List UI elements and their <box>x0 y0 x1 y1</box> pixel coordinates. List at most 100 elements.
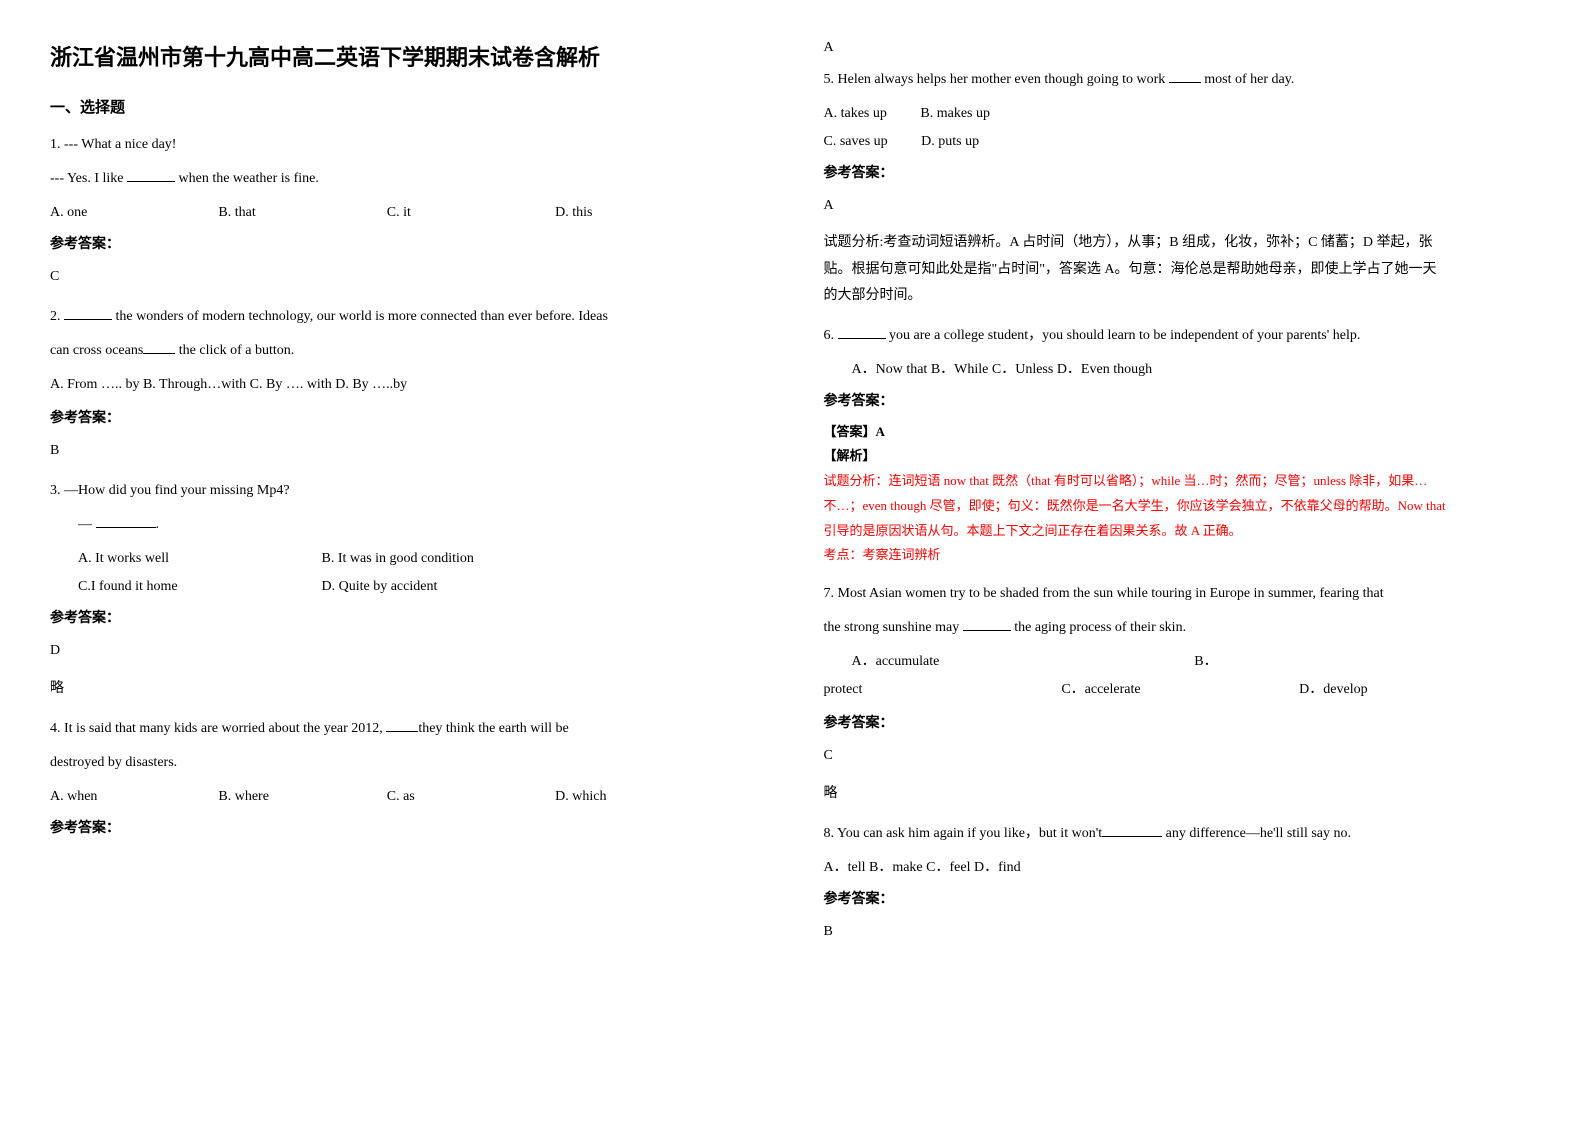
blank <box>64 306 112 320</box>
q5-optD: D. puts up <box>921 134 979 149</box>
q3-optC: C.I found it home <box>78 573 258 601</box>
q1-options: A. one B. that C. it D. this <box>50 199 764 227</box>
q3-line2-post: . <box>156 517 160 532</box>
q5-analysis-l2: 贴。根据句意可知此处是指"占时间"，答案选 A。句意：海伦总是帮助她母亲，即使上… <box>824 257 1538 284</box>
q2-line1-pre: 2. <box>50 309 64 324</box>
answer-label: 参考答案： <box>50 815 764 843</box>
q4-line1-post: they think the earth will be <box>418 721 568 736</box>
q1-optB: B. that <box>218 199 386 227</box>
q8-options: A．tell B．make C．feel D．find <box>824 854 1538 882</box>
q1-line2-post: when the weather is fine. <box>175 171 319 186</box>
blank <box>963 617 1011 631</box>
q8-answer: B <box>824 918 1538 946</box>
q7-optA: A．accumulate <box>824 648 1195 676</box>
q7-optB: protect <box>824 676 1062 704</box>
blank <box>386 718 418 732</box>
q6-line1-post: you are a college student，you should lea… <box>886 328 1361 343</box>
q4-line2: destroyed by disasters. <box>50 749 764 777</box>
q5-optC: C. saves up <box>824 134 888 149</box>
q3-answer: D <box>50 637 764 665</box>
q2-line2: can cross oceans the click of a button. <box>50 337 764 365</box>
q5-analysis-l3: 的大部分时间。 <box>824 283 1538 310</box>
answer-label: 参考答案： <box>824 388 1538 416</box>
q5-opts-row1: A. takes up B. makes up <box>824 100 1538 128</box>
q5-line1-post: most of her day. <box>1201 72 1295 87</box>
exam-title: 浙江省温州市第十九高中高二英语下学期期末试卷含解析 <box>50 40 764 72</box>
blank <box>838 325 886 339</box>
page-container: 浙江省温州市第十九高中高二英语下学期期末试卷含解析 一、选择题 1. --- W… <box>50 40 1537 958</box>
q1-answer: C <box>50 263 764 291</box>
q2-line1-mid: the wonders of modern technology, our wo… <box>112 309 608 324</box>
q4-optC: C. as <box>387 783 555 811</box>
blank <box>143 340 175 354</box>
answer-label: 参考答案： <box>50 405 764 433</box>
q6-a1: 试题分析：连词短语 now that 既然（that 有时可以省略）；while… <box>824 469 1538 494</box>
q2-line2-post: the click of a button. <box>175 343 294 358</box>
q2-line1: 2. the wonders of modern technology, our… <box>50 303 764 331</box>
section-heading: 一、选择题 <box>50 96 764 117</box>
q5-optA: A. takes up <box>824 106 887 121</box>
answer-label: 参考答案： <box>824 886 1538 914</box>
q8-line1-pre: 8. You can ask him again if you like，but… <box>824 826 1103 841</box>
q7-answer: C <box>824 742 1538 770</box>
q7-opts-row2: protect C．accelerate D．develop <box>824 676 1538 704</box>
q3-line2-pre: — <box>78 517 96 532</box>
q3-opts-row1: A. It works well B. It was in good condi… <box>50 545 764 573</box>
q7-opts-row1: A．accumulate B． <box>824 648 1538 676</box>
answer-label: 参考答案： <box>824 710 1538 738</box>
q7-optD: D．develop <box>1299 676 1537 704</box>
q6-line1: 6. you are a college student，you should … <box>824 322 1538 350</box>
question-1: 1. --- What a nice day! --- Yes. I like … <box>50 131 764 291</box>
q3-optA: A. It works well <box>78 545 258 573</box>
blank <box>96 514 156 528</box>
q3-opts-row2: C.I found it home D. Quite by accident <box>50 573 764 601</box>
question-7: 7. Most Asian women try to be shaded fro… <box>824 580 1538 808</box>
question-6: 6. you are a college student，you should … <box>824 322 1538 568</box>
right-column: A 5. Helen always helps her mother even … <box>824 40 1538 958</box>
blank <box>1102 823 1162 837</box>
left-column: 浙江省温州市第十九高中高二英语下学期期末试卷含解析 一、选择题 1. --- W… <box>50 40 764 958</box>
q3-omitted: 略 <box>50 675 764 703</box>
q6-a2: 不…；even though 尽管，即使；句义：既然你是一名大学生，你应该学会独… <box>824 494 1538 519</box>
q4-answer: A <box>824 40 1538 56</box>
q6-line1-pre: 6. <box>824 328 838 343</box>
question-2: 2. the wonders of modern technology, our… <box>50 303 764 465</box>
q1-optC: C. it <box>387 199 555 227</box>
q1-line2: --- Yes. I like when the weather is fine… <box>50 165 764 193</box>
q1-line2-pre: --- Yes. I like <box>50 171 127 186</box>
q4-optA: A. when <box>50 783 218 811</box>
q5-line1: 5. Helen always helps her mother even th… <box>824 66 1538 94</box>
q5-line1-pre: 5. Helen always helps her mother even th… <box>824 72 1169 87</box>
q8-line1-post: any difference—he'll still say no. <box>1162 826 1351 841</box>
answer-label: 参考答案： <box>50 231 764 259</box>
q4-options: A. when B. where C. as D. which <box>50 783 764 811</box>
q5-opts-row2: C. saves up D. puts up <box>824 128 1538 156</box>
q7-omitted: 略 <box>824 780 1538 808</box>
q4-optB: B. where <box>218 783 386 811</box>
q7-line2-post: the aging process of their skin. <box>1011 620 1186 635</box>
q6-a3: 引导的是原因状语从句。本题上下文之间正存在着因果关系。故 A 正确。 <box>824 519 1538 544</box>
q3-line2: — . <box>50 511 764 539</box>
q7-line1: 7. Most Asian women try to be shaded fro… <box>824 580 1538 608</box>
q6-a4: 考点：考察连词辨析 <box>824 543 1538 568</box>
q3-optD: D. Quite by accident <box>322 579 438 594</box>
q6-analysis: 【答案】A 【解析】 试题分析：连词短语 now that 既然（that 有时… <box>824 420 1538 568</box>
q2-answer: B <box>50 437 764 465</box>
q3-line1: 3. —How did you find your missing Mp4? <box>50 477 764 505</box>
q7-optC: C．accelerate <box>1061 676 1299 704</box>
question-5: 5. Helen always helps her mother even th… <box>824 66 1538 310</box>
q8-line1: 8. You can ask him again if you like，but… <box>824 820 1538 848</box>
q1-optA: A. one <box>50 199 218 227</box>
q1-line1: 1. --- What a nice day! <box>50 131 764 159</box>
q5-analysis-l1: 试题分析:考查动词短语辨析。A 占时间（地方），从事；B 组成，化妆，弥补；C … <box>824 230 1538 257</box>
q4-line1-pre: 4. It is said that many kids are worried… <box>50 721 386 736</box>
q3-optB: B. It was in good condition <box>322 551 474 566</box>
q2-line2-pre: can cross oceans <box>50 343 143 358</box>
question-8: 8. You can ask him again if you like，but… <box>824 820 1538 946</box>
q7-optB-label: B． <box>1194 648 1537 676</box>
answer-label: 参考答案： <box>50 605 764 633</box>
q4-optD: D. which <box>555 783 723 811</box>
q7-line2-pre: the strong sunshine may <box>824 620 963 635</box>
q6-options: A．Now that B．While C．Unless D．Even thoug… <box>824 356 1538 384</box>
answer-label: 参考答案： <box>824 160 1538 188</box>
